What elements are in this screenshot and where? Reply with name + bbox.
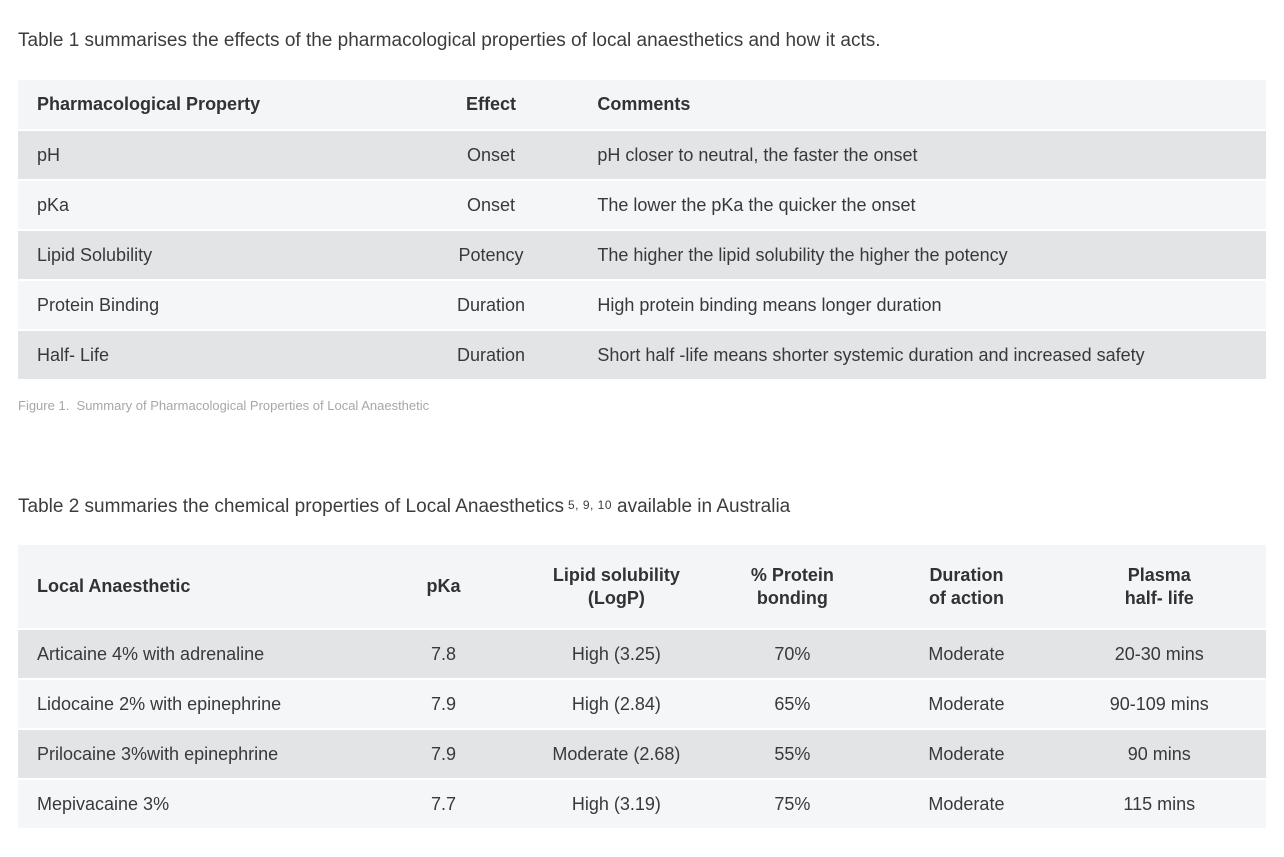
lipid-solubility-cell: Moderate (2.68): [528, 729, 705, 780]
comments-cell: High protein binding means longer durati…: [578, 280, 1266, 331]
pka-cell: 7.7: [358, 779, 529, 830]
protein-bonding-cell: 75%: [704, 779, 881, 830]
table2-header-duration: Duration of action: [880, 545, 1053, 630]
table-row: pKa Onset The lower the pKa the quicker …: [18, 180, 1266, 231]
table2-header-lipid-solubility: Lipid solubility (LogP): [528, 545, 705, 630]
pka-cell: 7.9: [358, 729, 529, 780]
table1-header-comments: Comments: [578, 80, 1266, 131]
table-row: Lidocaine 2% with epinephrine 7.9 High (…: [18, 679, 1266, 730]
duration-cell: Moderate: [880, 629, 1053, 680]
table2-intro-suffix: available in Australia: [617, 496, 791, 517]
lipid-solubility-cell: High (3.19): [528, 779, 705, 830]
anaesthetic-cell: Lidocaine 2% with epinephrine: [18, 679, 359, 730]
table2-header-plasma-halflife: Plasma half- life: [1052, 545, 1266, 630]
property-cell: Half- Life: [18, 330, 404, 381]
table1-header-row: Pharmacological Property Effect Comments: [18, 80, 1266, 131]
plasma-halflife-cell: 20-30 mins: [1052, 629, 1266, 680]
comments-cell: Short half -life means shorter systemic …: [578, 330, 1266, 381]
protein-bonding-cell: 70%: [704, 629, 881, 680]
figure1-caption: Figure 1. Summary of Pharmacological Pro…: [18, 398, 430, 413]
anaesthetic-cell: Articaine 4% with adrenaline: [18, 629, 359, 680]
duration-cell: Moderate: [880, 679, 1053, 730]
effect-cell: Potency: [403, 230, 579, 281]
table2-intro-prefix: Table 2 summaries the chemical propertie…: [18, 496, 564, 517]
table2-header-pka: pKa: [358, 545, 529, 630]
table-row: Articaine 4% with adrenaline 7.8 High (3…: [18, 629, 1266, 680]
chemical-properties-table: Local Anaesthetic pKa Lipid solubility (…: [18, 545, 1266, 830]
comments-cell: The lower the pKa the quicker the onset: [578, 180, 1266, 231]
plasma-halflife-cell: 115 mins: [1052, 779, 1266, 830]
pka-cell: 7.9: [358, 679, 529, 730]
table2-intro-text: Table 2 summaries the chemical propertie…: [18, 495, 1266, 519]
duration-cell: Moderate: [880, 779, 1053, 830]
table-row: Lipid Solubility Potency The higher the …: [18, 230, 1266, 281]
table2-header-anaesthetic: Local Anaesthetic: [18, 545, 359, 630]
table-row: Half- Life Duration Short half -life mea…: [18, 330, 1266, 381]
table1-intro-text: Table 1 summarises the effects of the ph…: [18, 30, 881, 51]
reference-superscript: 5, 9, 10: [568, 498, 613, 512]
effect-cell: Onset: [403, 130, 579, 181]
effect-cell: Duration: [403, 280, 579, 331]
duration-cell: Moderate: [880, 729, 1053, 780]
comments-cell: The higher the lipid solubility the high…: [578, 230, 1266, 281]
table2-header-protein-bonding: % Protein bonding: [704, 545, 881, 630]
property-cell: Lipid Solubility: [18, 230, 404, 281]
property-cell: pKa: [18, 180, 404, 231]
effect-cell: Duration: [403, 330, 579, 381]
table2-header-row: Local Anaesthetic pKa Lipid solubility (…: [18, 545, 1266, 630]
anaesthetic-cell: Prilocaine 3%with epinephrine: [18, 729, 359, 780]
table-row: Protein Binding Duration High protein bi…: [18, 280, 1266, 331]
table1-header-property: Pharmacological Property: [18, 80, 404, 131]
table-row: Mepivacaine 3% 7.7 High (3.19) 75% Moder…: [18, 779, 1266, 830]
table1-header-effect: Effect: [403, 80, 579, 131]
property-cell: Protein Binding: [18, 280, 404, 331]
protein-bonding-cell: 65%: [704, 679, 881, 730]
plasma-halflife-cell: 90 mins: [1052, 729, 1266, 780]
table-row: pH Onset pH closer to neutral, the faste…: [18, 130, 1266, 181]
table-row: Prilocaine 3%with epinephrine 7.9 Modera…: [18, 729, 1266, 780]
lipid-solubility-cell: High (3.25): [528, 629, 705, 680]
plasma-halflife-cell: 90-109 mins: [1052, 679, 1266, 730]
property-cell: pH: [18, 130, 404, 181]
document-content: Table 1 summarises the effects of the ph…: [0, 29, 1284, 857]
protein-bonding-cell: 55%: [704, 729, 881, 780]
effect-cell: Onset: [403, 180, 579, 231]
comments-cell: pH closer to neutral, the faster the ons…: [578, 130, 1266, 181]
anaesthetic-cell: Mepivacaine 3%: [18, 779, 359, 830]
pka-cell: 7.8: [358, 629, 529, 680]
lipid-solubility-cell: High (2.84): [528, 679, 705, 730]
pharmacological-properties-table: Pharmacological Property Effect Comments…: [18, 80, 1266, 381]
